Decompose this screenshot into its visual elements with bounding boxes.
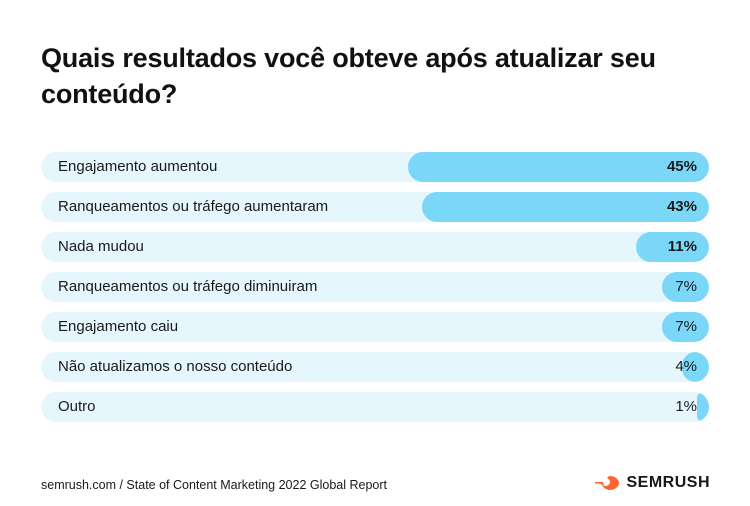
value-label: 4% — [675, 358, 697, 375]
bar — [408, 152, 709, 182]
bar-row: Engajamento aumentou 45% — [41, 152, 709, 182]
category-label: Não atualizamos o nosso conteúdo — [58, 358, 293, 375]
bar — [697, 392, 709, 422]
bar-row: Nada mudou 11% — [41, 232, 709, 262]
brand-name: SEMRUSH — [626, 474, 710, 491]
brand-logo: SEMRUSH — [594, 474, 710, 492]
bar-row: Ranqueamentos ou tráfego aumentaram 43% — [41, 192, 709, 222]
bar — [421, 192, 709, 222]
bar-chart: Engajamento aumentou 45% Ranqueamentos ou … — [41, 152, 709, 432]
value-label: 11% — [667, 238, 697, 255]
bar — [682, 352, 709, 382]
chart-title: Quais resultados você obteve após atuali… — [41, 43, 656, 109]
value-label: 1% — [675, 398, 697, 415]
bar-row: Ranqueamentos ou tráfego diminuiram 7% — [41, 272, 709, 302]
bar-row: Não atualizamos o nosso conteúdo 4% — [41, 352, 709, 382]
semrush-flame-icon — [595, 476, 620, 490]
source-caption: semrush.com / State of Content Marketing… — [41, 478, 388, 492]
category-label: Ranqueamentos ou tráfego diminuiram — [58, 278, 318, 295]
category-label: Nada mudou — [58, 238, 144, 255]
category-label: Outro — [58, 398, 96, 415]
bar — [662, 272, 709, 302]
category-label: Ranqueamentos ou tráfego aumentaram — [58, 198, 329, 215]
value-label: 7% — [675, 278, 697, 295]
category-label: Engajamento aumentou — [58, 158, 218, 175]
category-label: Engajamento caiu — [58, 318, 179, 335]
value-label: 7% — [675, 318, 697, 335]
value-label: 43% — [666, 198, 697, 215]
bar — [662, 312, 709, 342]
bar-row: Outro 1% — [41, 392, 709, 422]
bar-row: Engajamento caiu 7% — [41, 312, 709, 342]
value-label: 45% — [666, 158, 697, 175]
bar — [635, 232, 709, 262]
